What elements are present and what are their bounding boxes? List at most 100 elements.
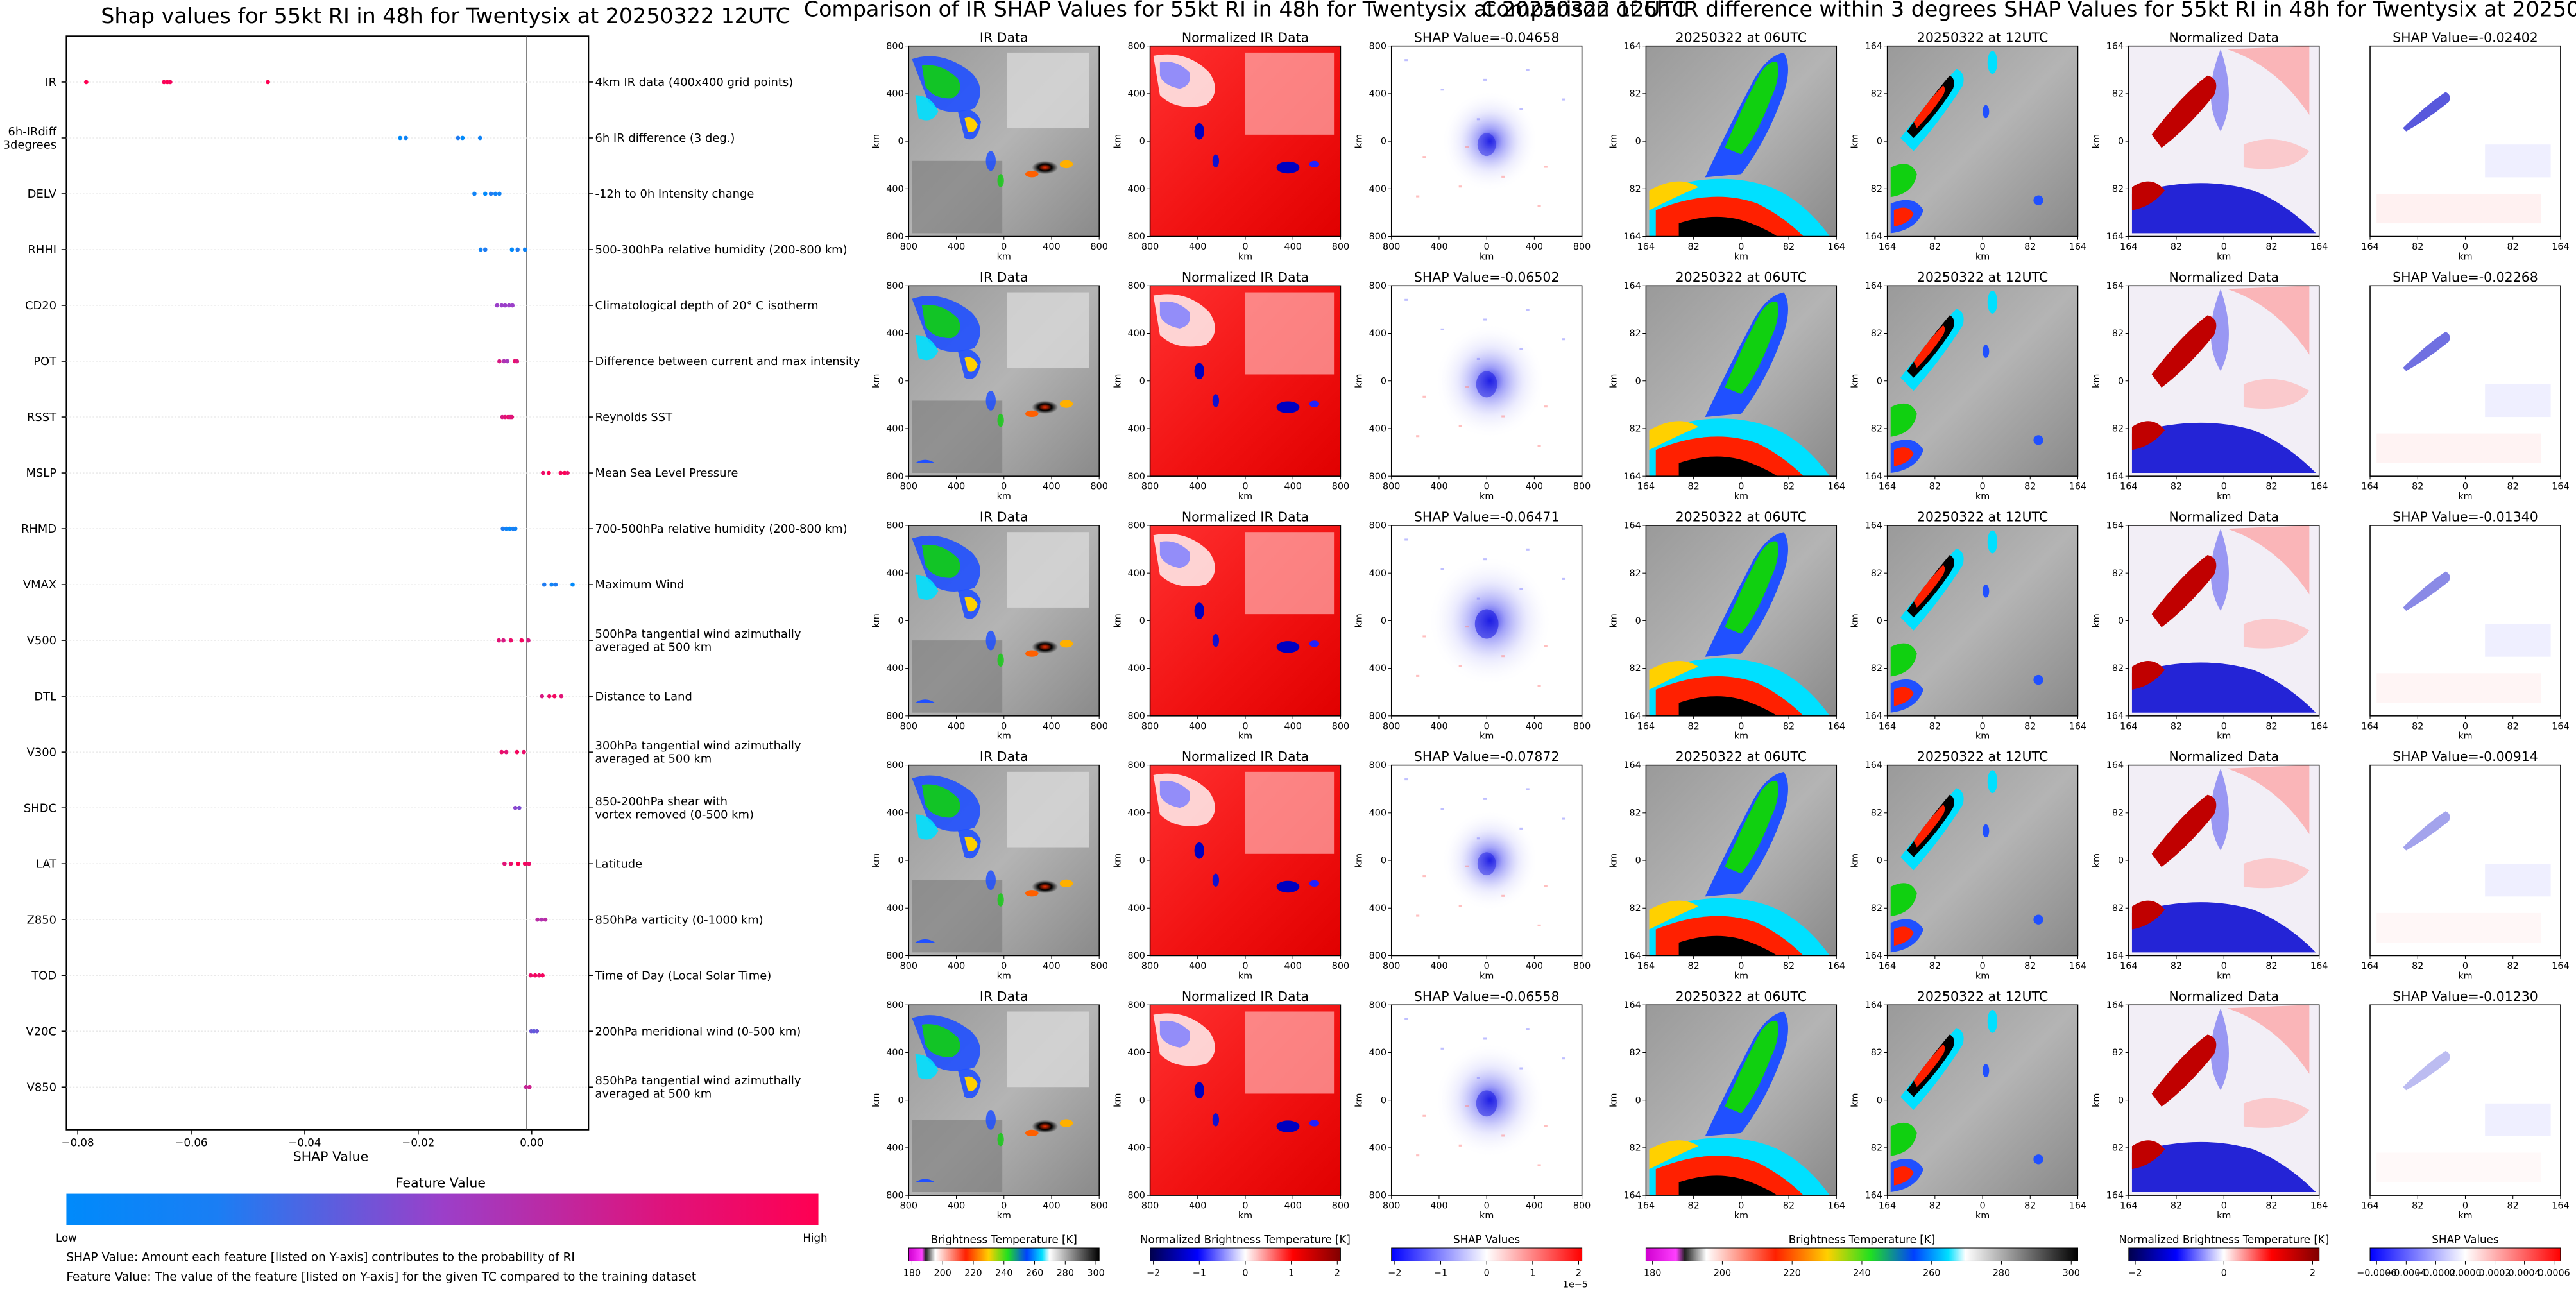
x-tick-label: 0.00 <box>520 1136 543 1148</box>
panel-y-tick-label: 800 <box>886 711 903 721</box>
panel-x-tick-label: 0 <box>1242 1201 1248 1211</box>
panel-x-tick-label: 82 <box>2265 721 2277 731</box>
panel-y-tick-label: 400 <box>886 184 903 194</box>
feature-name-label: V20C <box>26 1025 57 1038</box>
shap-point <box>507 303 511 308</box>
panel-x-tick-label: 82 <box>1688 961 1700 971</box>
panel-y-tick-label: 800 <box>1127 711 1145 721</box>
panel-y-axis-label: km <box>1354 613 1365 627</box>
shap-point <box>533 973 538 978</box>
ir-diff-panel: SHAP Value=-0.00914 164 82 0 82 164 km <box>2361 749 2569 981</box>
feature-name-label: TOD <box>31 969 56 982</box>
panel-title: 20250322 at 06UTC <box>1676 749 1807 764</box>
panel-y-tick-label: 0 <box>1635 137 1641 147</box>
shap-point <box>526 638 531 643</box>
feature-description-label: 4km IR data (400x400 grid points) <box>595 76 794 89</box>
panel-x-axis-label: km <box>2217 491 2231 502</box>
panel-x-tick-label: 164 <box>2310 961 2328 971</box>
shap-point <box>482 191 488 196</box>
panel-title: 20250322 at 12UTC <box>1917 509 2048 525</box>
panel-x-tick-label: 400 <box>1189 242 1206 252</box>
panel-y-tick-label: 82 <box>2112 329 2124 339</box>
feature-description-label: Distance to Land <box>595 690 692 703</box>
panel-y-tick-label: 0 <box>2118 137 2124 147</box>
x-axis-label: SHAP Value <box>293 1148 368 1164</box>
panel-y-tick-label: 0 <box>1381 1095 1386 1105</box>
shap-point <box>522 749 526 755</box>
feature-name-label: LAT <box>36 857 56 871</box>
panel-y-tick-label: 82 <box>1630 329 1641 339</box>
panel-x-tick-label: 164 <box>2120 242 2137 252</box>
shap-point <box>527 1084 532 1089</box>
feature-name-label: V850 <box>27 1080 56 1094</box>
feature-name-label: 6h-IRdiff 3degrees <box>3 125 57 151</box>
panel-title: 20250322 at 06UTC <box>1676 30 1807 45</box>
panel-x-tick-label: 164 <box>2361 1201 2378 1211</box>
panel-x-tick-label: 0 <box>1738 242 1744 252</box>
panel-x-tick-label: 164 <box>1828 961 1845 971</box>
panel-x-axis-label: km <box>1238 252 1252 262</box>
panel-y-axis-label: km <box>871 374 882 388</box>
feature-description-label: 850hPa varticity (0-1000 km) <box>595 913 763 926</box>
colorbar-label: Normalized Brightness Temperature [K] <box>1140 1233 1351 1245</box>
panel-y-axis-label: km <box>1354 374 1365 388</box>
panel-y-tick-label: 800 <box>886 41 903 51</box>
shap-point <box>502 861 507 866</box>
panel-x-axis-label: km <box>1734 252 1748 262</box>
panel-y-tick-label: 400 <box>1127 903 1145 914</box>
panel-title: SHAP Value=-0.06471 <box>1414 509 1560 525</box>
diff-shap-field <box>2370 1005 2561 1196</box>
shap-point <box>504 749 509 755</box>
panel-y-tick-label: 800 <box>886 760 903 771</box>
feature-description-label: -12h to 0h Intensity change <box>595 187 755 201</box>
panel-y-tick-label: 800 <box>1369 1191 1386 1201</box>
panel-x-tick-label: 82 <box>1929 961 1941 971</box>
panel-x-tick-label: 0 <box>1242 961 1248 971</box>
shap-point <box>553 582 558 587</box>
panel-x-tick-label: 400 <box>1043 242 1060 252</box>
shap-point <box>167 80 173 85</box>
panel-y-axis-label: km <box>2092 1093 2102 1107</box>
panel-x-tick-label: 82 <box>2171 1201 2182 1211</box>
ir-diff-panel: Normalized Data1641648282008282164164kmk… <box>2092 269 2328 502</box>
panel-x-tick-label: 82 <box>2507 1201 2519 1211</box>
shap-point <box>519 638 524 643</box>
colorbar-tick-label: 180 <box>1644 1268 1661 1279</box>
colorbar <box>1645 1247 2079 1262</box>
panel-x-tick-label: 164 <box>2069 242 2086 252</box>
panel-y-tick-label: 82 <box>2112 1048 2124 1058</box>
colorbar-label: Normalized Brightness Temperature [K] <box>2119 1233 2329 1245</box>
panel-x-tick-label: 800 <box>1383 961 1400 971</box>
panel-x-tick-label: 0 <box>1979 482 1985 492</box>
panel-y-tick-label: 164 <box>1865 41 1882 51</box>
panel-x-tick-label: 164 <box>2120 721 2137 731</box>
panel-title: 20250322 at 12UTC <box>1917 269 2048 285</box>
panel-x-tick-label: 82 <box>2412 961 2423 971</box>
ir-diff-panel: Normalized Data1641648282008282164164kmk… <box>2092 509 2328 742</box>
feature-description-label: Difference between current and max inten… <box>595 355 861 368</box>
ir-diff-panel: 20250322 at 06UTC1641648282008282164164k… <box>1608 269 1845 502</box>
panel-title: 20250322 at 06UTC <box>1676 269 1807 285</box>
panel-x-tick-label: 800 <box>900 242 917 252</box>
panel-x-tick-label: 82 <box>1688 242 1700 252</box>
panel-y-axis-label: km <box>1850 613 1861 627</box>
panel-y-tick-label: 800 <box>886 1000 903 1011</box>
panel-x-tick-label: 82 <box>2171 482 2182 492</box>
panel-y-tick-label: 0 <box>898 616 904 626</box>
panel-x-tick-label: 800 <box>1141 482 1159 492</box>
panel-y-tick-label: 800 <box>1127 472 1145 482</box>
panel-title: IR Data <box>980 509 1028 525</box>
panel-x-tick-label: 82 <box>2507 482 2519 492</box>
panel-x-tick-label: 82 <box>2412 482 2423 492</box>
panel-x-axis-label: km <box>2458 731 2472 742</box>
panel-x-tick-label: 164 <box>2552 961 2569 971</box>
panel-x-tick-label: 0 <box>1979 961 1985 971</box>
panel-x-axis-label: km <box>1238 971 1252 981</box>
panel-x-tick-label: 400 <box>1284 482 1301 492</box>
panel-y-tick-label: 164 <box>1623 1000 1641 1011</box>
shap-point <box>522 861 527 866</box>
shap-point <box>542 582 547 587</box>
panel-x-tick-label: 0 <box>2462 242 2468 252</box>
panel-x-tick-label: 82 <box>2171 721 2182 731</box>
